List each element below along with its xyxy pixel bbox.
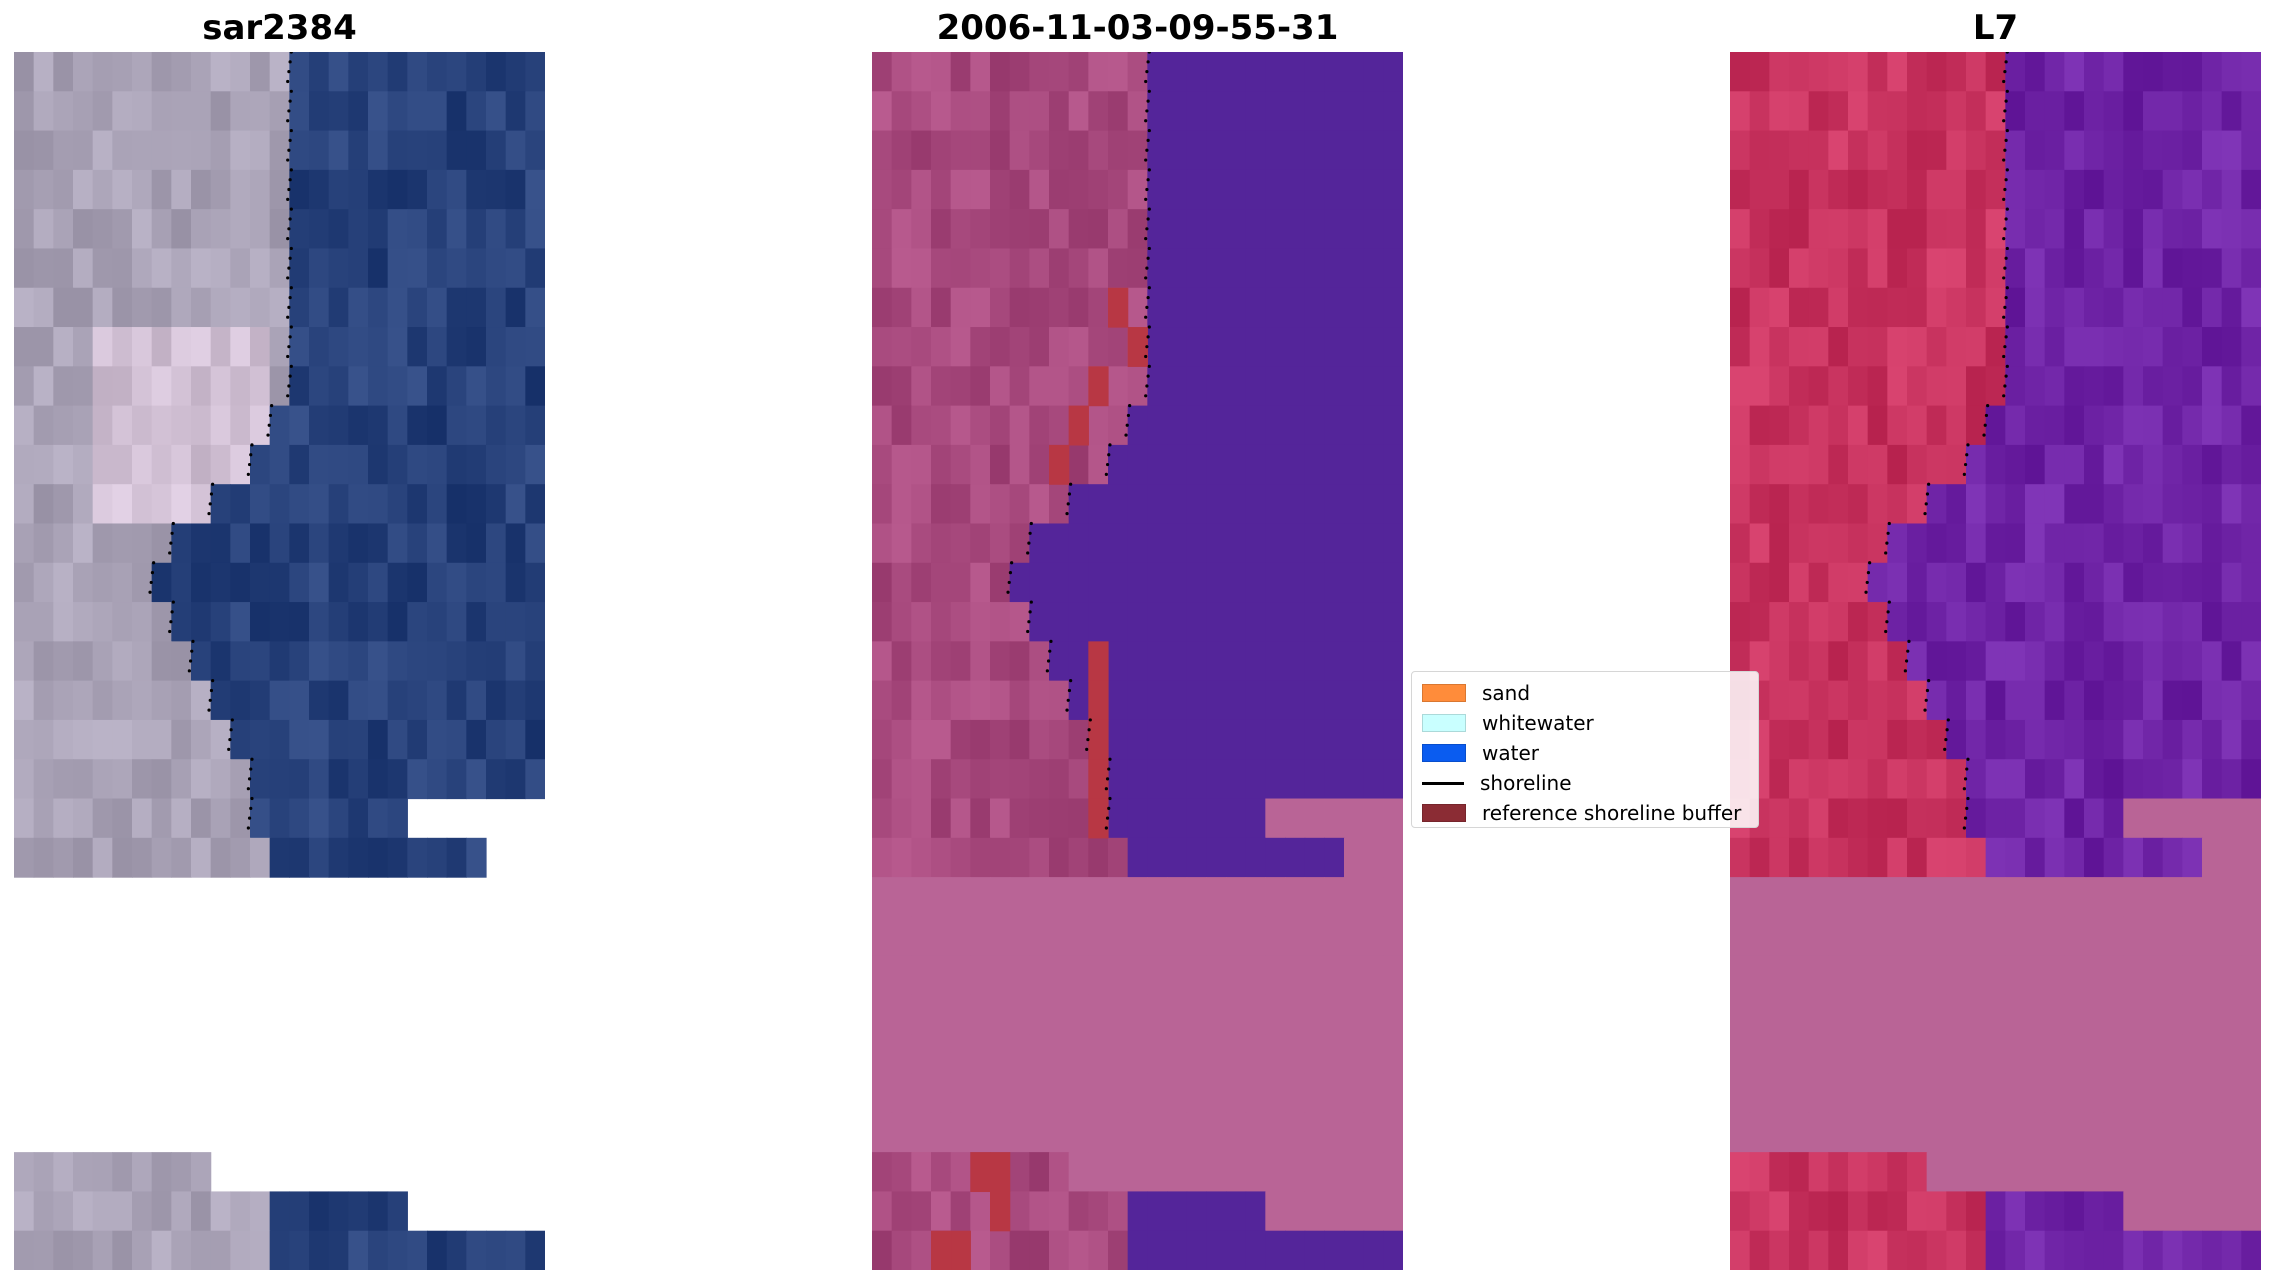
index-image-canvas — [1730, 52, 2261, 1270]
water-swatch — [1422, 744, 1466, 762]
classified-image-canvas — [872, 52, 1403, 1270]
classified-image — [872, 52, 1403, 1270]
legend-item-reference-buffer: reference shoreline buffer — [1422, 798, 1748, 828]
legend-label-water: water — [1482, 741, 1539, 765]
legend-label-reference-buffer: reference shoreline buffer — [1482, 801, 1742, 825]
legend-item-whitewater: whitewater — [1422, 708, 1748, 738]
legend-label-sand: sand — [1482, 681, 1531, 705]
legend: sand whitewater water shoreline referenc… — [1411, 671, 1759, 828]
legend-label-whitewater: whitewater — [1482, 711, 1594, 735]
satellite-rgb-image — [14, 52, 545, 1270]
sand-swatch — [1422, 684, 1466, 702]
legend-label-shoreline: shoreline — [1480, 771, 1572, 795]
index-image — [1730, 52, 2261, 1270]
legend-item-water: water — [1422, 738, 1748, 768]
legend-item-sand: sand — [1422, 678, 1748, 708]
shoreline-line-sample — [1422, 781, 1464, 785]
panel-title-1: sar2384 — [202, 8, 357, 48]
panel-title-3: L7 — [1972, 8, 2019, 48]
panel-title-2: 2006-11-03-09-55-31 — [936, 8, 1339, 48]
legend-item-shoreline: shoreline — [1422, 768, 1748, 798]
rgb-image-canvas — [14, 52, 545, 1270]
reference-buffer-swatch — [1422, 804, 1466, 822]
whitewater-swatch — [1422, 714, 1466, 732]
